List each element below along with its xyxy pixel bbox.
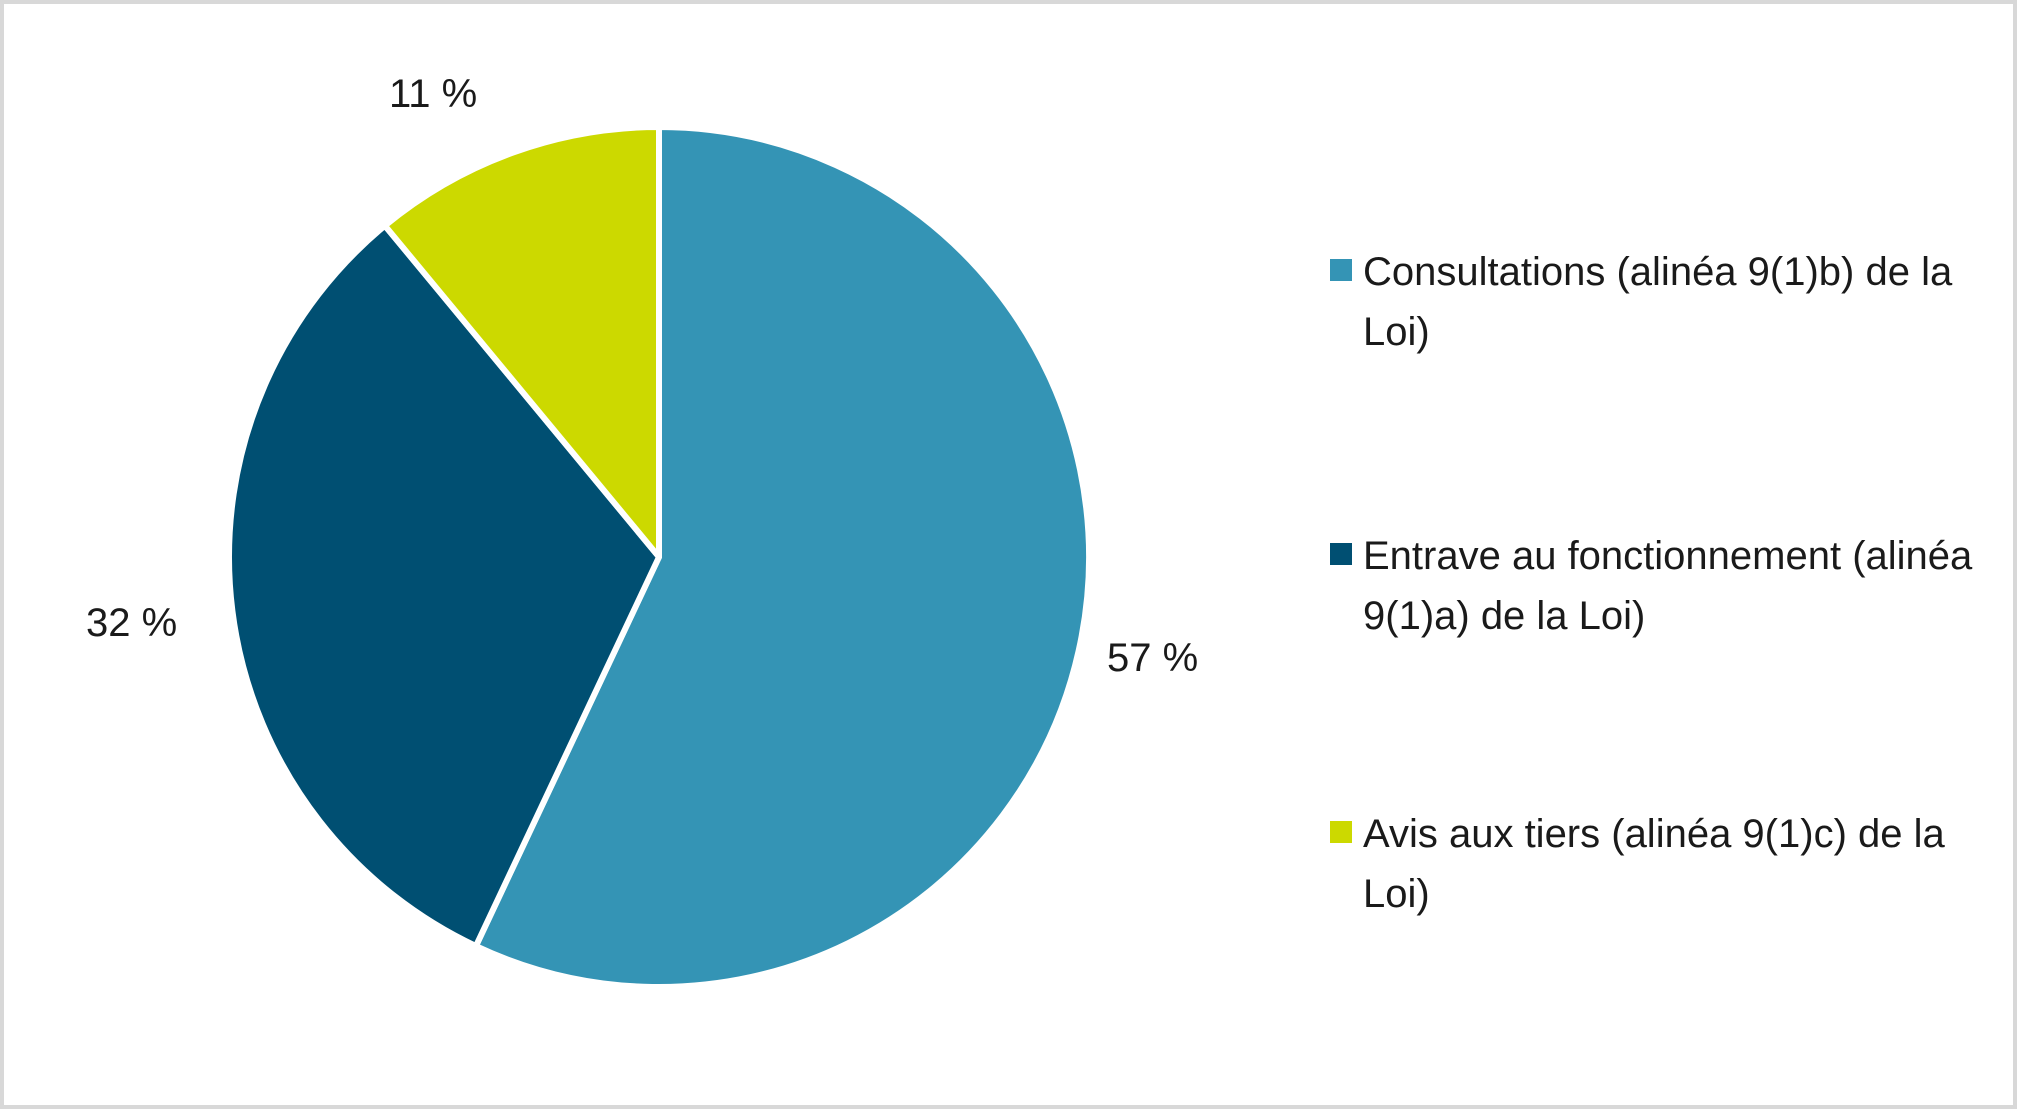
- chart-legend: Consultations (alinéa 9(1)b) de la Loi) …: [1330, 4, 2013, 1105]
- legend-item-avis: Avis aux tiers (alinéa 9(1)c) de la Loi): [1330, 804, 2013, 924]
- pie-slice-1: [226, 222, 662, 950]
- pie-slice-label-entrave: 32 %: [86, 601, 178, 645]
- legend-item-entrave: Entrave au fonctionnement (alinéa 9(1)a)…: [1330, 526, 2013, 646]
- pie-slice-label-consultations: 57 %: [1107, 636, 1199, 680]
- pie-slice-2: [381, 124, 662, 560]
- pie-slice-label-avis: 11 %: [389, 72, 478, 116]
- pie-chart: [226, 124, 1092, 990]
- legend-swatch-icon: [1330, 259, 1352, 281]
- legend-label: Consultations (alinéa 9(1)b) de la Loi): [1363, 250, 1953, 354]
- legend-swatch-icon: [1330, 543, 1352, 565]
- legend-label: Avis aux tiers (alinéa 9(1)c) de la Loi): [1363, 812, 1945, 916]
- pie-slice-0: [472, 124, 1092, 990]
- legend-item-consultations: Consultations (alinéa 9(1)b) de la Loi): [1330, 242, 2013, 362]
- legend-swatch-icon: [1330, 821, 1352, 843]
- legend-label: Entrave au fonctionnement (alinéa 9(1)a)…: [1363, 534, 1973, 638]
